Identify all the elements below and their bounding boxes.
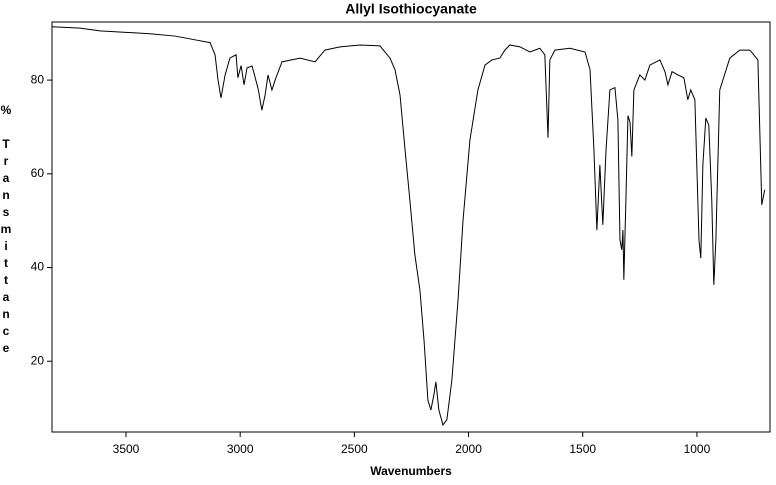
- y-tick-label: 80: [31, 72, 45, 86]
- y-axis-label: % Transmittance: [0, 103, 13, 358]
- x-tick-label: 1000: [684, 442, 711, 456]
- chart-title: Allyl Isothiocyanate: [345, 1, 477, 17]
- y-tick-label: 20: [31, 353, 45, 367]
- y-tick-label: 40: [31, 260, 45, 274]
- x-tick-label: 2500: [341, 442, 368, 456]
- plot-frame: [51, 21, 771, 433]
- x-tick-label: 3500: [113, 442, 140, 456]
- x-tick-label: 1500: [569, 442, 596, 456]
- x-tick-label: 2000: [455, 442, 482, 456]
- x-tick-label: 3000: [227, 442, 254, 456]
- y-tick-label: 60: [31, 166, 45, 180]
- x-axis-label: Wavenumbers: [370, 464, 452, 478]
- spectrum-line: [51, 26, 766, 427]
